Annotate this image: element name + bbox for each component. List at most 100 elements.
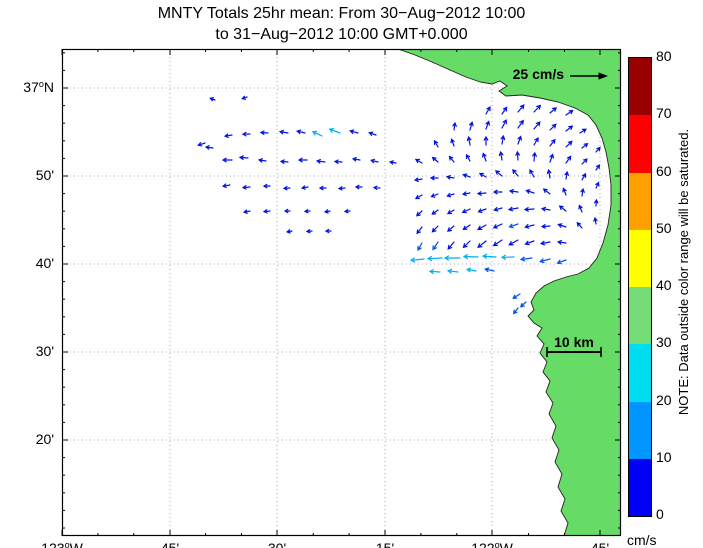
current-vector — [565, 125, 574, 132]
current-vector — [285, 229, 293, 234]
colorbar-segment-20-30 — [629, 344, 651, 402]
current-vector — [238, 155, 249, 160]
x-tick-label: 45' — [160, 540, 180, 548]
current-vector — [204, 145, 214, 150]
current-vector — [462, 254, 479, 260]
current-vector — [492, 239, 503, 247]
current-vector — [523, 207, 535, 212]
current-vector — [512, 307, 519, 315]
current-vector — [476, 191, 487, 196]
current-vector — [512, 293, 521, 299]
current-vector — [349, 129, 359, 134]
plot-border — [61, 48, 622, 537]
y-tick-label: 30' — [35, 343, 54, 359]
current-vector — [300, 185, 309, 190]
current-vector — [429, 175, 439, 181]
y-tick-label: 37oN — [23, 79, 54, 95]
current-vector — [576, 221, 583, 229]
current-vector — [525, 189, 535, 194]
current-vector — [431, 209, 439, 215]
current-vector — [483, 135, 489, 146]
current-vector — [324, 228, 332, 234]
current-vector — [564, 170, 569, 180]
current-vector — [446, 225, 455, 232]
y-tick-label: 20' — [35, 431, 54, 447]
current-vectors — [197, 95, 601, 315]
current-vector — [542, 188, 551, 195]
current-vector — [368, 131, 377, 136]
current-vector — [443, 255, 461, 261]
current-vector — [529, 169, 535, 178]
current-vector — [447, 241, 455, 250]
current-vector — [485, 120, 490, 130]
current-vector — [446, 192, 455, 198]
colorbar-tick-label: 70 — [656, 105, 672, 122]
current-vector — [508, 223, 519, 229]
colorbar-segment-40-50 — [629, 229, 651, 287]
current-vector — [197, 142, 206, 147]
current-vector — [305, 229, 313, 234]
current-vector — [303, 209, 311, 214]
current-vector — [482, 152, 487, 162]
x-tick-label: 15' — [375, 540, 395, 548]
current-vector — [461, 208, 471, 214]
current-vector — [515, 150, 520, 161]
current-vector — [262, 209, 271, 214]
current-vector — [432, 241, 439, 251]
current-vector — [532, 151, 537, 162]
current-vector — [462, 173, 471, 178]
current-vector — [372, 185, 381, 190]
current-vector — [524, 240, 535, 246]
y-tick-label: 50' — [35, 167, 54, 183]
current-vector — [477, 240, 487, 249]
current-vector — [416, 226, 423, 235]
current-vector — [257, 158, 267, 163]
land-mass — [397, 49, 621, 536]
current-vector — [461, 191, 471, 196]
colorbar-tick-label: 10 — [656, 448, 672, 465]
colorbar-tick-label: 50 — [656, 219, 672, 236]
colorbar-tick-label: 0 — [656, 506, 664, 522]
chart-title-line1: MNTY Totals 25hr mean: From 30−Aug−2012 … — [157, 5, 526, 22]
current-vector — [494, 170, 503, 177]
current-vector — [565, 155, 572, 164]
current-vector — [565, 140, 573, 148]
current-vector — [221, 183, 231, 188]
distance-scale-label: 10 km — [554, 334, 594, 350]
current-vector — [508, 239, 519, 246]
current-vector — [524, 224, 535, 229]
current-vector — [540, 206, 551, 212]
current-vector — [388, 160, 397, 165]
current-vector — [581, 158, 588, 165]
current-vector — [581, 172, 587, 181]
current-vector — [501, 106, 508, 115]
colorbar-segment-10-20 — [629, 401, 651, 459]
current-vector — [492, 223, 503, 229]
current-vector — [519, 256, 533, 262]
colorbar-segment-30-40 — [629, 287, 651, 345]
current-vector — [556, 240, 567, 245]
current-vector — [221, 157, 233, 163]
current-vector — [409, 257, 425, 263]
current-vector — [594, 198, 599, 207]
current-vector — [446, 209, 455, 215]
current-vector — [259, 130, 269, 135]
current-vector — [315, 159, 326, 164]
current-vector — [533, 104, 542, 113]
current-vector — [549, 123, 557, 131]
colorbar-segment-60-70 — [629, 115, 651, 173]
current-vector — [549, 138, 556, 147]
current-vector — [462, 240, 471, 249]
current-vector — [562, 187, 567, 196]
colorbar-unit-label: cm/s — [627, 532, 657, 548]
current-vector — [580, 187, 585, 197]
current-vector — [351, 157, 361, 162]
colorbar-segment-70-80 — [629, 58, 651, 116]
current-vector — [297, 157, 308, 163]
current-vector — [279, 159, 289, 164]
current-vector — [500, 254, 515, 260]
current-vector — [498, 150, 504, 161]
current-vector — [209, 97, 216, 102]
